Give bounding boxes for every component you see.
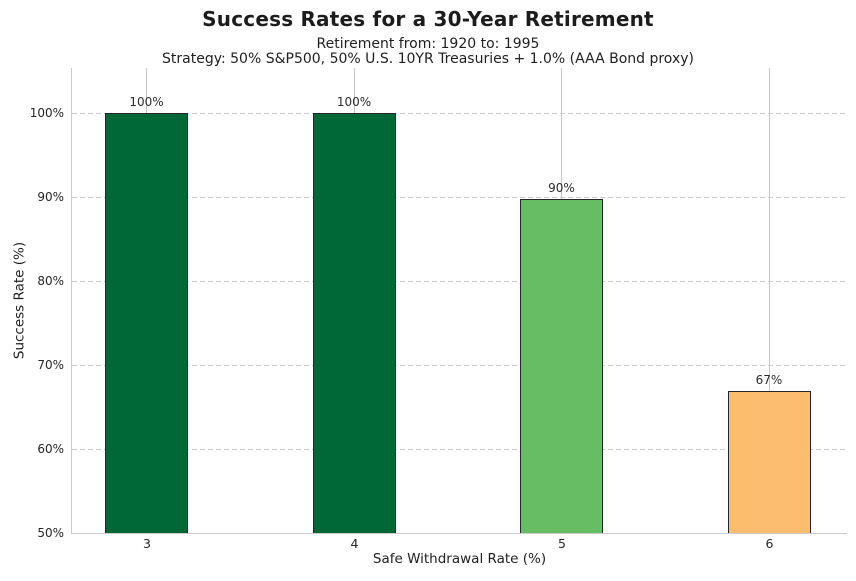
y-tick-label-70: 70% [37, 357, 64, 372]
bar-value-label: 90% [548, 181, 575, 196]
vertical-gridline-6 [768, 68, 770, 533]
y-tick-label-100: 100% [29, 105, 64, 120]
y-tick-label-50: 50% [37, 526, 64, 540]
bar-value-label: 100% [336, 94, 372, 109]
bar-value-label: 67% [755, 372, 783, 387]
bar-value-label: 100% [129, 94, 164, 109]
x-tick-label-4: 4 [350, 536, 359, 551]
chart-subtitle-line2: Strategy: 50% S&P500, 50% U.S. 10YR Trea… [162, 51, 694, 67]
y-tick-label-80: 80% [37, 273, 64, 288]
bar-swr-4 [312, 112, 396, 533]
chart-subtitle-line1: Retirement from: 1920 to: 1995 [316, 36, 540, 52]
bar-swr-3 [105, 112, 188, 533]
x-tick-label-5: 5 [558, 536, 566, 551]
bar-swr-5 [520, 199, 603, 533]
x-tick-label-3: 3 [143, 536, 151, 551]
x-tick-label-6: 6 [765, 536, 774, 551]
horizontal-gridline-70 [71, 364, 847, 366]
y-tick-label-60: 60% [37, 441, 64, 456]
x-axis-title: Safe Withdrawal Rate (%) [372, 551, 547, 567]
y-tick-label-90: 90% [37, 189, 64, 204]
bar-swr-6 [727, 390, 811, 533]
plot-area: 100% 100% 90% 67% [70, 68, 847, 534]
horizontal-gridline-60 [71, 448, 847, 450]
horizontal-gridline-90 [71, 196, 847, 198]
horizontal-gridline-100 [71, 112, 847, 114]
horizontal-gridline-80 [71, 280, 847, 282]
chart-title: Success Rates for a 30-Year Retirement [202, 7, 654, 31]
